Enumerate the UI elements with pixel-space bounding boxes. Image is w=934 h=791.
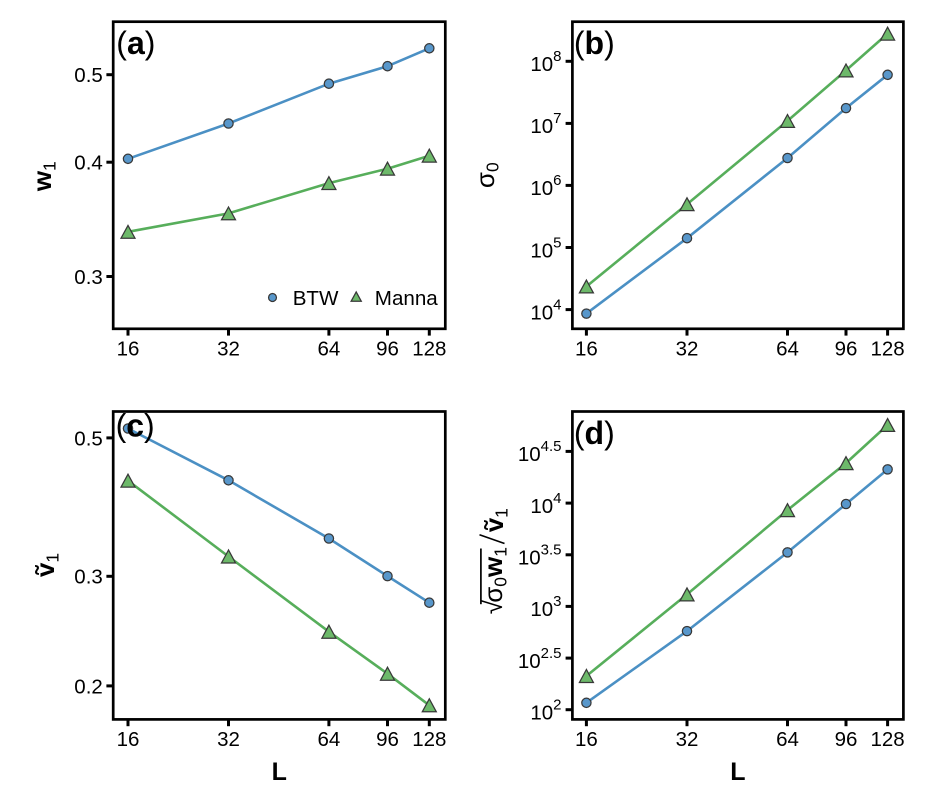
svg-text:16: 16 xyxy=(117,728,140,751)
svg-text:64: 64 xyxy=(317,337,340,360)
svg-text:0.3: 0.3 xyxy=(74,266,103,289)
svg-text:BTW: BTW xyxy=(293,287,339,310)
svg-text:Manna: Manna xyxy=(375,287,439,310)
svg-text:128: 128 xyxy=(412,728,446,751)
svg-text:0.3: 0.3 xyxy=(74,566,103,589)
svg-text:96: 96 xyxy=(835,728,858,751)
svg-text:64: 64 xyxy=(317,728,340,751)
svg-text:16: 16 xyxy=(117,337,140,360)
svg-text:64: 64 xyxy=(776,728,799,751)
svg-text:0.5: 0.5 xyxy=(74,64,103,87)
svg-text:32: 32 xyxy=(676,728,699,751)
svg-text:128: 128 xyxy=(412,337,446,360)
svg-text:L: L xyxy=(272,758,287,786)
svg-text:32: 32 xyxy=(217,728,240,751)
svg-text:96: 96 xyxy=(835,337,858,360)
svg-text:16: 16 xyxy=(575,728,598,751)
svg-text:(c): (c) xyxy=(116,407,155,443)
svg-text:0.4: 0.4 xyxy=(74,152,103,175)
svg-text:L: L xyxy=(730,758,745,786)
svg-text:16: 16 xyxy=(575,337,598,360)
svg-text:√: √ xyxy=(478,599,508,614)
svg-text:32: 32 xyxy=(676,337,699,360)
svg-text:0.2: 0.2 xyxy=(74,675,103,698)
svg-text:ṽ1: ṽ1 xyxy=(479,508,511,532)
svg-text:64: 64 xyxy=(776,337,799,360)
svg-text:ṽ1: ṽ1 xyxy=(30,553,62,577)
svg-text:128: 128 xyxy=(870,728,904,751)
svg-text:(a): (a) xyxy=(116,25,155,61)
svg-text:128: 128 xyxy=(870,337,904,360)
svg-text:96: 96 xyxy=(376,337,399,360)
svg-text:0.5: 0.5 xyxy=(74,427,103,450)
svg-text:(b): (b) xyxy=(574,25,615,61)
svg-text:(d): (d) xyxy=(574,415,615,451)
svg-text:32: 32 xyxy=(217,337,240,360)
svg-text:w1: w1 xyxy=(27,161,59,192)
svg-text:96: 96 xyxy=(376,728,399,751)
